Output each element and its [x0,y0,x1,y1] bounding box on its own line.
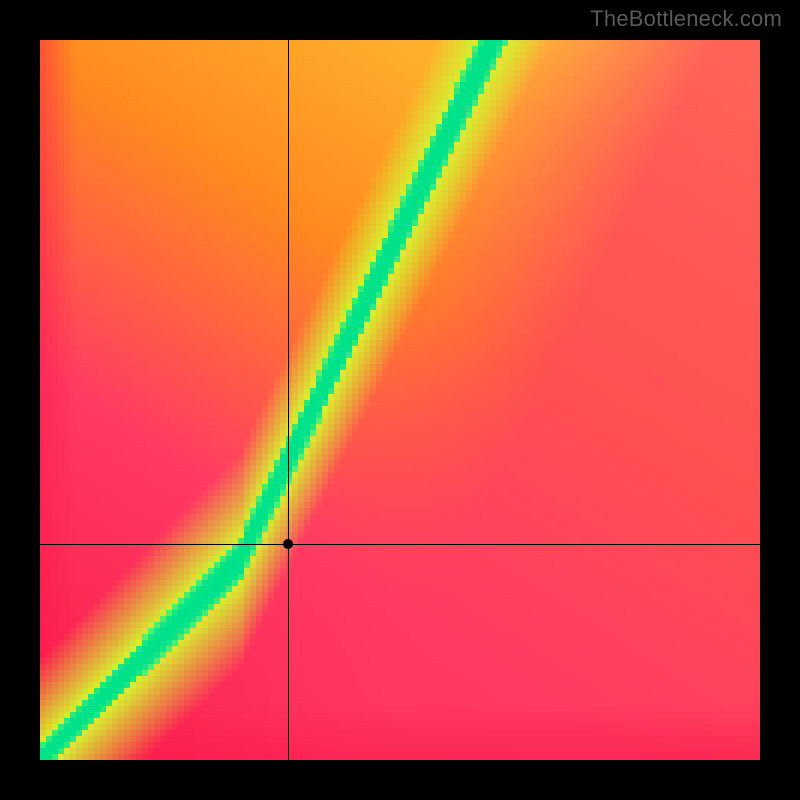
crosshair-marker-dot [283,539,293,549]
watermark-text: TheBottleneck.com [590,6,782,32]
crosshair-horizontal [40,544,760,545]
crosshair-vertical [288,40,289,760]
heatmap-plot-area [40,40,760,760]
bottleneck-heatmap-canvas [40,40,760,760]
